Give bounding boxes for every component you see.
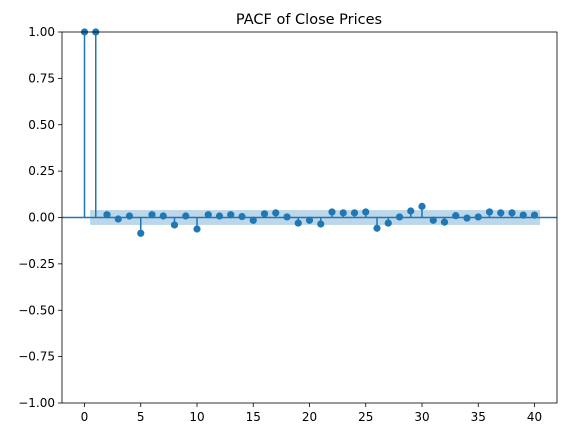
stem-marker xyxy=(463,214,471,222)
stem-marker xyxy=(238,212,246,221)
y-tick-label: 0.25 xyxy=(28,164,55,178)
stem-marker xyxy=(485,208,494,216)
y-tick-label: 0.50 xyxy=(28,118,55,132)
x-axis: 0 5 10 15 20 25 30 35 40 xyxy=(81,403,542,424)
y-tick-label: 0.75 xyxy=(28,71,55,85)
stem-marker xyxy=(148,211,156,219)
y-tick-label: −0.25 xyxy=(18,257,55,271)
stem-marker xyxy=(170,221,179,229)
stem-marker xyxy=(519,211,527,219)
stem-marker xyxy=(429,216,437,224)
stem-marker xyxy=(440,218,449,226)
y-tick-label: −1.00 xyxy=(18,396,55,410)
stem-marker xyxy=(418,202,426,210)
y-tick-label: 1.00 xyxy=(28,25,55,39)
stem-marker xyxy=(260,210,269,218)
stem-marker xyxy=(384,219,392,227)
stem-marker xyxy=(508,209,516,217)
stem-marker xyxy=(350,209,359,217)
stem-marker xyxy=(103,211,111,219)
x-tick-label: 25 xyxy=(358,410,373,424)
stem-marker xyxy=(215,212,224,220)
stem-marker xyxy=(227,211,235,219)
stem-marker xyxy=(283,213,291,221)
x-tick-label: 0 xyxy=(81,410,89,424)
x-tick-label: 30 xyxy=(414,410,429,424)
stem-marker xyxy=(137,229,145,237)
x-tick-label: 40 xyxy=(527,410,542,424)
stem-marker xyxy=(272,209,280,217)
plot-area xyxy=(62,28,557,237)
x-tick-label: 10 xyxy=(189,410,204,424)
stem-marker xyxy=(305,216,314,224)
y-tick-label: −0.50 xyxy=(18,303,55,317)
stem-marker xyxy=(452,212,460,220)
y-tick-label: 0.00 xyxy=(28,211,55,225)
stem-marker xyxy=(373,224,381,232)
stem-marker xyxy=(328,208,336,216)
x-tick-label: 35 xyxy=(471,410,486,424)
stem-marker xyxy=(294,219,302,227)
stem-marker xyxy=(125,212,134,220)
stem-marker xyxy=(249,216,257,224)
x-tick-label: 20 xyxy=(302,410,317,424)
stem-marker xyxy=(474,213,482,221)
chart-title: PACF of Close Prices xyxy=(236,12,382,28)
stem-marker xyxy=(317,220,325,228)
x-tick-label: 15 xyxy=(246,410,261,424)
stem-marker xyxy=(407,207,415,215)
stem-marker xyxy=(159,212,167,220)
y-axis: −1.00 −0.75 −0.50 −0.25 0.00 0.25 0.50 0.75 1.00 xyxy=(18,25,62,410)
stem-marker xyxy=(530,211,539,219)
stem-marker xyxy=(193,225,201,233)
stem-marker xyxy=(204,211,212,219)
x-tick-label: 5 xyxy=(137,410,145,424)
stem-marker xyxy=(182,212,190,220)
stem-marker xyxy=(395,213,404,221)
y-tick-label: −0.75 xyxy=(18,350,55,364)
stem-marker xyxy=(114,215,122,223)
stem-marker xyxy=(497,209,505,217)
stem-marker xyxy=(362,208,370,216)
stem-marker xyxy=(339,209,347,217)
